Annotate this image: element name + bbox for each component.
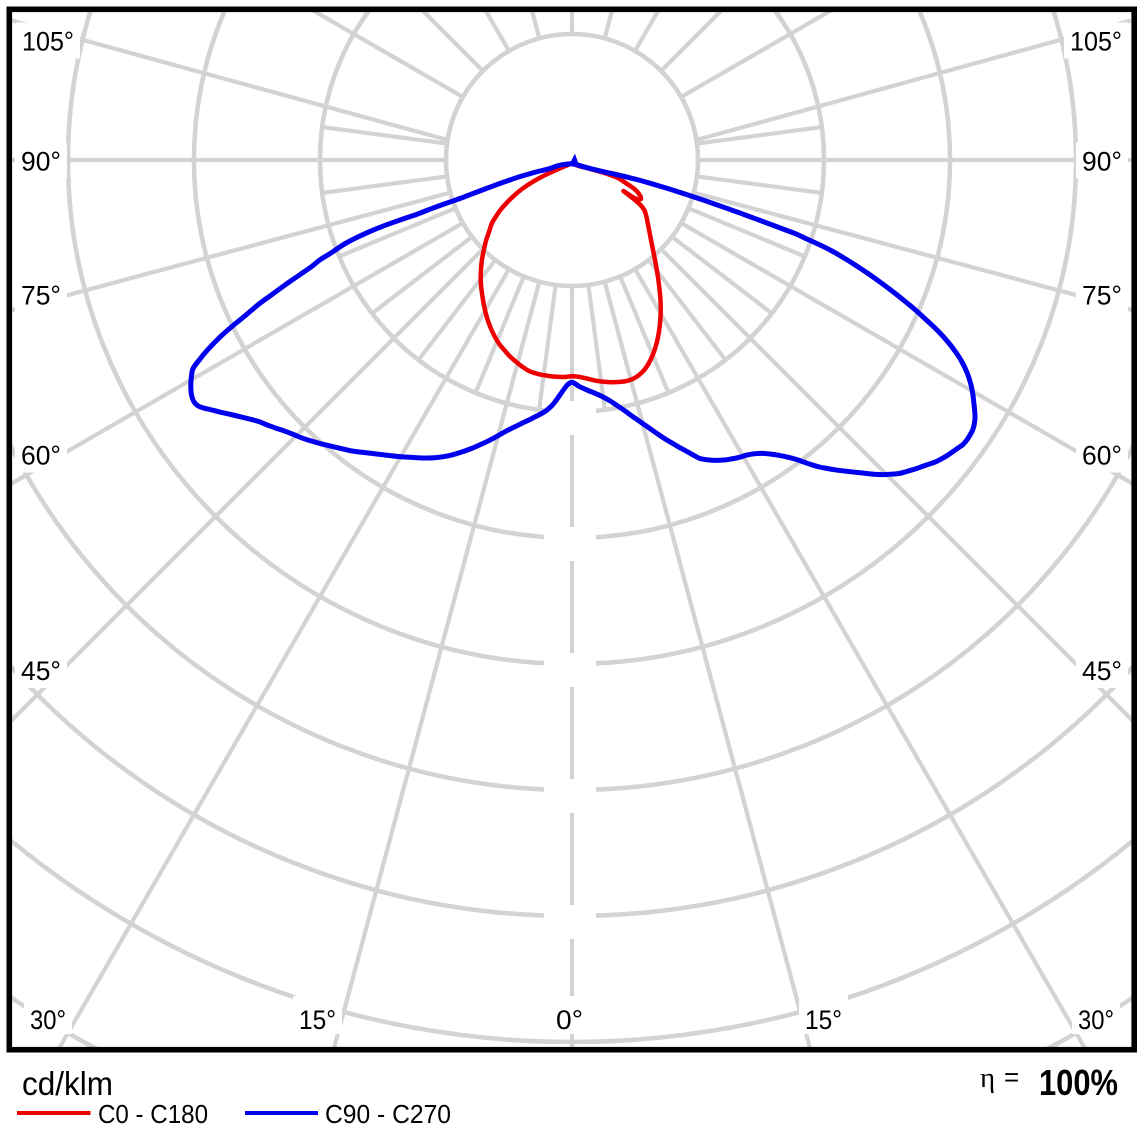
svg-text:105°: 105° <box>1070 27 1122 57</box>
svg-text:η: η <box>980 1062 995 1094</box>
svg-text:100%: 100% <box>1039 1062 1118 1103</box>
svg-text:60°: 60° <box>1082 441 1122 471</box>
svg-text:15°: 15° <box>299 1005 336 1035</box>
svg-text:0°: 0° <box>556 1005 583 1035</box>
svg-text:90°: 90° <box>1082 147 1122 177</box>
svg-text:30°: 30° <box>1078 1005 1114 1035</box>
svg-text:60°: 60° <box>21 441 61 471</box>
svg-text:105°: 105° <box>22 27 74 57</box>
svg-text:C90 - C270: C90 - C270 <box>325 1099 451 1129</box>
svg-text:30°: 30° <box>30 1005 66 1035</box>
svg-text:=: = <box>1004 1062 1019 1092</box>
svg-text:90°: 90° <box>21 147 61 177</box>
svg-text:75°: 75° <box>21 281 61 311</box>
svg-text:15°: 15° <box>805 1005 842 1035</box>
svg-text:45°: 45° <box>21 656 61 686</box>
svg-text:75°: 75° <box>1082 281 1122 311</box>
svg-text:C0 - C180: C0 - C180 <box>98 1099 208 1129</box>
svg-text:cd/klm: cd/klm <box>22 1065 113 1102</box>
svg-text:45°: 45° <box>1082 656 1122 686</box>
